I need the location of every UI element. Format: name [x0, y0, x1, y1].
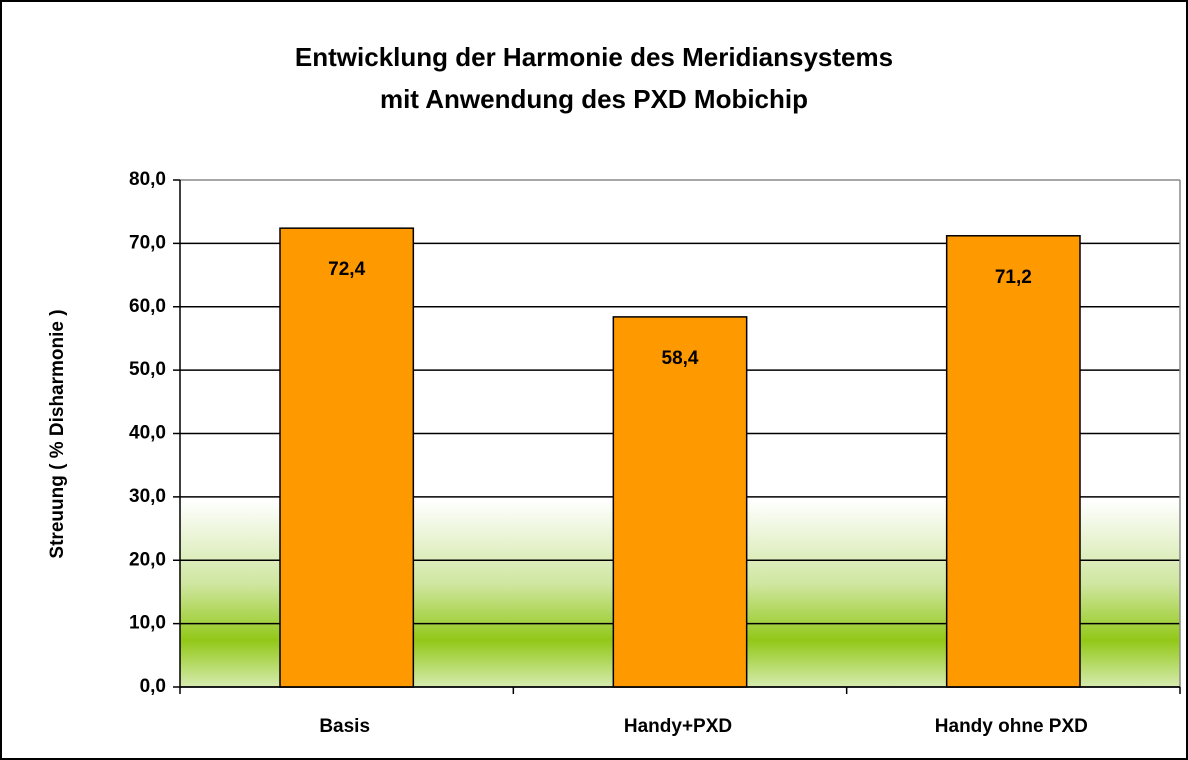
- value-label: 71,2: [995, 267, 1032, 288]
- y-tick-label: 50,0: [129, 359, 166, 380]
- chart-title: Entwicklung der Harmonie des Meridiansys…: [294, 42, 894, 114]
- y-tick-label: 70,0: [129, 232, 166, 253]
- y-tick-label: 40,0: [129, 423, 166, 444]
- bar: [945, 235, 1081, 688]
- value-label: 58,4: [662, 348, 699, 369]
- value-label: 72,4: [328, 259, 365, 280]
- y-tick-label: 20,0: [129, 549, 166, 570]
- y-tick-label: 0,0: [140, 676, 166, 697]
- x-tick-label: Handy+PXD: [624, 716, 732, 737]
- y-tick-label: 80,0: [129, 169, 166, 190]
- y-tick-label: 10,0: [129, 613, 166, 634]
- y-tick-label: 30,0: [129, 486, 166, 507]
- bar: [612, 316, 748, 688]
- y-tick-label: 60,0: [129, 296, 166, 317]
- bar: [279, 227, 415, 688]
- x-tick-label: Basis: [319, 716, 370, 737]
- x-tick-label: Handy ohne PXD: [935, 716, 1088, 737]
- y-axis-label: Streuung ( % Disharmonie ): [47, 309, 68, 558]
